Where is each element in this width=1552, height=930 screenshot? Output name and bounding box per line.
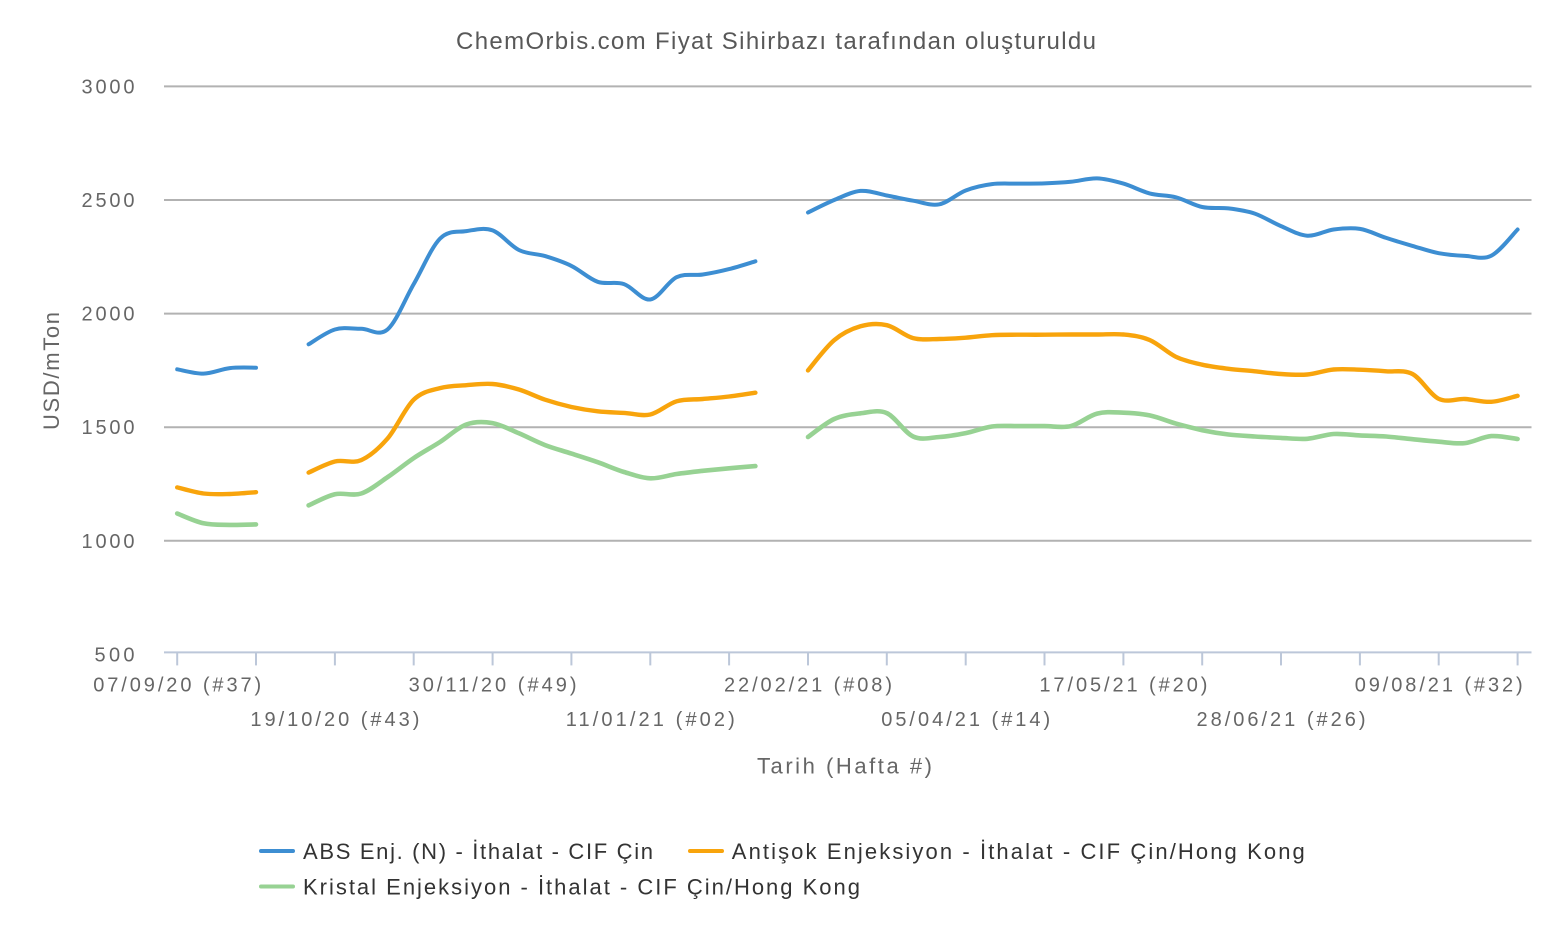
svg-text:22/02/21 (#08): 22/02/21 (#08) — [724, 675, 892, 697]
svg-text:ABS Enj. (N) - İthalat - CIF Ç: ABS Enj. (N) - İthalat - CIF Çin — [303, 839, 653, 864]
svg-text:Antişok Enjeksiyon - İthalat -: Antişok Enjeksiyon - İthalat - CIF Çin/H… — [732, 839, 1305, 864]
svg-text:500: 500 — [95, 644, 135, 666]
svg-text:05/04/21 (#14): 05/04/21 (#14) — [881, 709, 1050, 731]
svg-text:19/10/20 (#43): 19/10/20 (#43) — [250, 709, 419, 731]
svg-text:28/06/21 (#26): 28/06/21 (#26) — [1197, 709, 1366, 731]
svg-text:17/05/21 (#20): 17/05/21 (#20) — [1039, 675, 1207, 697]
svg-text:07/09/20 (#37): 07/09/20 (#37) — [93, 675, 261, 697]
svg-text:ChemOrbis.com Fiyat Sihirbazı: ChemOrbis.com Fiyat Sihirbazı tarafından… — [456, 28, 1096, 55]
svg-text:09/08/21 (#32): 09/08/21 (#32) — [1355, 675, 1523, 697]
svg-text:Tarih (Hafta #): Tarih (Hafta #) — [757, 754, 932, 779]
svg-text:USD/mTon: USD/mTon — [39, 312, 64, 430]
